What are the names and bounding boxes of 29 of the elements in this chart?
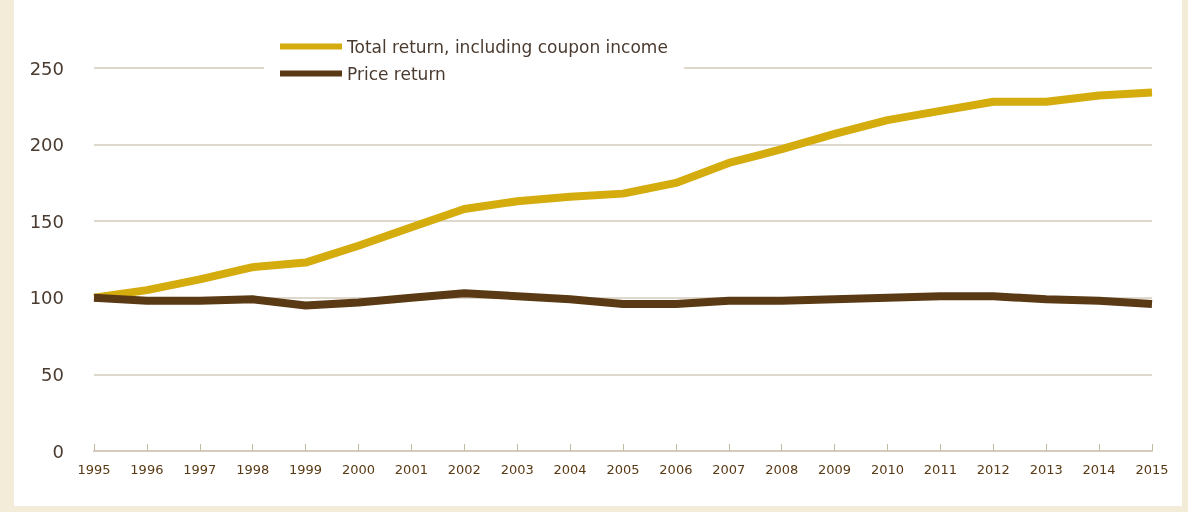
y-tick-label: 50 [41, 363, 64, 385]
y-tick-label: 200 [29, 134, 64, 156]
x-tick-label: 2009 [818, 462, 852, 477]
x-tick-label: 2000 [341, 462, 376, 477]
y-tick-label: 100 [29, 287, 64, 309]
legend-label: Price return [347, 63, 446, 84]
x-tick-label: 2001 [394, 462, 428, 477]
x-tick-label: 2007 [712, 462, 746, 477]
x-tick-label: 2006 [659, 462, 693, 477]
x-tick-label: 2015 [1135, 462, 1169, 477]
x-tick-label: 2011 [923, 462, 957, 477]
x-tick-label: 1996 [130, 462, 164, 477]
x-tick-label: 2004 [553, 462, 587, 477]
x-tick-label: 2003 [500, 462, 534, 477]
legend-label: Total return, including coupon income [346, 36, 668, 57]
x-tick-label: 1997 [183, 462, 217, 477]
x-tick-label: 2012 [976, 462, 1010, 477]
x-tick-label: 2008 [765, 462, 799, 477]
y-tick-label: 150 [29, 210, 64, 232]
x-tick-label: 1995 [77, 462, 111, 477]
y-tick-label: 0 [52, 440, 64, 462]
x-tick-label: 1999 [289, 462, 323, 477]
x-tick-label: 1998 [236, 462, 270, 477]
y-tick-label: 250 [29, 57, 64, 79]
x-tick-label: 2013 [1029, 462, 1063, 477]
x-tick-label: 2010 [870, 462, 905, 477]
x-tick-label: 2014 [1082, 462, 1116, 477]
x-tick-label: 2005 [606, 462, 640, 477]
x-tick-label: 2002 [447, 462, 481, 477]
